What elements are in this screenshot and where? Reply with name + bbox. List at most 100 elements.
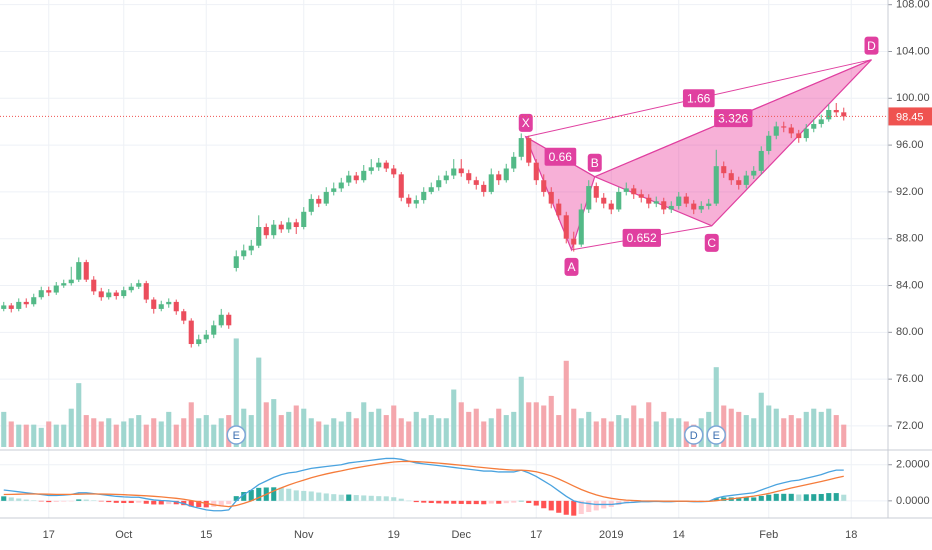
volume-bar [833,415,839,447]
histogram-bar [151,500,157,505]
y-tick-label: 76.00 [896,373,924,385]
x-tick-label: 15 [200,529,212,541]
volume-bar [38,427,44,447]
volume-bar [353,418,359,447]
volume-bar [428,415,434,447]
candle-body [713,166,719,204]
volume-bar [616,415,622,447]
y-tick-label: 84.00 [896,279,924,291]
volume-bar [181,418,187,447]
histogram-bar [61,500,67,502]
candle-body [61,283,67,286]
volume-bar [676,418,682,447]
volume-bar [511,411,517,447]
volume-bar [128,418,134,447]
histogram-bar [271,487,277,501]
candle-body [586,186,592,210]
volume-bar [803,411,809,447]
y-tick-label: 0.0000 [896,495,930,507]
histogram-bar [421,500,427,503]
volume-bar [91,418,97,447]
candle-body [406,197,412,204]
candle-body [38,290,44,298]
candle-body [496,174,502,181]
last-price-box [888,107,932,126]
histogram-bar [751,497,757,501]
x-tick-label: 17 [530,529,542,541]
histogram-bar [796,494,802,501]
candle-body [758,150,764,171]
histogram-bar [413,500,419,503]
candle-body [676,196,682,206]
candle-body [608,203,614,210]
volume-bar [593,421,599,447]
histogram-bar [511,500,517,503]
candle-body [76,262,82,280]
candle-body [8,305,14,309]
histogram-bar [556,500,562,513]
candle-body [391,168,397,175]
histogram-bar [23,499,29,501]
histogram-bar [518,500,524,502]
histogram-bar [833,493,839,501]
ratio-label: 1.66 [687,91,711,105]
candle-body [128,286,134,291]
volume-bar [773,408,779,447]
histogram-bar [473,500,479,505]
candle-body [256,227,262,246]
volume-bar [136,415,142,447]
macd [1,457,847,516]
volume-bar [173,424,179,447]
volume-bar [818,411,824,447]
candle-body [631,188,637,195]
volume-bar [8,421,14,447]
histogram-bar [211,500,217,507]
ratio-box [682,89,715,108]
candle-body [413,200,419,204]
histogram-bar [826,493,832,501]
candle-body [218,314,224,326]
candle-body [503,168,509,181]
volume-bar [421,418,427,447]
volume-bar [346,411,352,447]
histogram-bar [308,491,314,501]
candle-body [601,197,607,204]
x-tick-label: Nov [294,529,314,541]
histogram-bar [361,495,367,501]
candle-body [548,191,554,204]
candle-body [398,174,404,198]
histogram-bar [53,500,59,502]
volume-bar [398,418,404,447]
histogram-bar [91,500,97,501]
volume-bar [473,408,479,447]
candle-body [841,112,847,117]
ratio-box [622,228,661,247]
candle-body [668,205,674,210]
candle-body [488,174,494,192]
candle-body [331,188,337,192]
volume-bar [586,411,592,447]
candle-body [383,162,389,169]
candle-body [766,135,772,151]
volume-bar [518,376,524,447]
candle-body [796,133,802,139]
candle-body [458,168,464,174]
candle-body [158,304,164,309]
histogram-bar [503,500,509,504]
volume-bar [338,421,344,447]
histogram-bar [428,500,434,504]
histogram-bar [811,494,817,501]
y-tick-label: 96.00 [896,139,924,151]
volume-bar [788,415,794,447]
histogram-bar [278,487,284,501]
histogram-bar [8,497,14,501]
histogram-bar [98,500,104,502]
candle-body [166,301,172,305]
volume-bar [548,395,554,447]
volume-bar [631,405,637,447]
volume-bar [541,405,547,447]
candle-body [83,262,89,280]
candle-body [196,339,202,345]
volume-bar [488,418,494,447]
